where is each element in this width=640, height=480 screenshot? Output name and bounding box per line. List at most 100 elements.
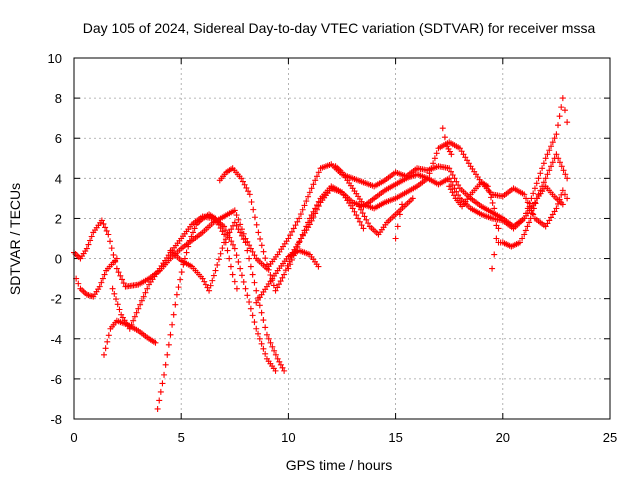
data-point	[188, 233, 195, 240]
data-point	[296, 239, 303, 246]
data-points	[71, 95, 571, 412]
data-point	[530, 211, 537, 218]
data-point	[115, 269, 122, 276]
data-point	[357, 206, 364, 213]
data-point	[491, 205, 498, 212]
data-point	[516, 239, 523, 246]
y-tick-label: 4	[55, 171, 62, 186]
data-point	[441, 134, 448, 141]
data-point	[564, 195, 571, 202]
data-point	[535, 175, 542, 182]
data-point	[540, 160, 547, 167]
data-point	[251, 252, 258, 259]
data-point	[464, 157, 471, 164]
data-point	[87, 237, 94, 244]
data-point	[249, 248, 256, 255]
data-point	[199, 275, 206, 282]
data-point	[98, 217, 105, 224]
data-point	[172, 301, 179, 308]
data-point	[231, 219, 238, 226]
data-point	[553, 131, 560, 138]
data-point	[271, 347, 278, 354]
data-point	[100, 220, 107, 227]
data-point	[173, 291, 180, 298]
data-point	[233, 212, 240, 219]
data-point	[222, 236, 229, 243]
data-point	[447, 178, 454, 185]
data-point	[102, 224, 109, 231]
data-point	[426, 170, 433, 177]
data-point	[277, 361, 284, 368]
data-point	[85, 241, 92, 248]
data-point	[113, 255, 120, 262]
data-point	[447, 186, 454, 193]
data-point	[178, 269, 185, 276]
y-tick-label: -6	[50, 372, 62, 387]
data-point	[287, 261, 294, 268]
data-point	[262, 324, 269, 331]
data-point	[294, 218, 301, 225]
data-point	[108, 245, 115, 252]
series-arc-12	[446, 179, 566, 250]
data-point	[303, 198, 310, 205]
data-point	[546, 167, 553, 174]
data-point	[183, 249, 190, 256]
y-tick-label: 0	[55, 252, 62, 267]
data-point	[133, 309, 140, 316]
data-point	[519, 235, 526, 242]
data-point	[542, 175, 549, 182]
data-point	[204, 284, 211, 291]
data-point	[245, 188, 252, 195]
data-point	[349, 205, 356, 212]
data-point	[242, 239, 249, 246]
data-point	[455, 182, 462, 189]
data-point	[186, 237, 193, 244]
data-point	[546, 147, 553, 154]
data-point	[246, 299, 253, 306]
data-point	[229, 271, 236, 278]
data-point	[306, 215, 313, 222]
data-point	[239, 178, 246, 185]
data-point	[246, 242, 253, 249]
data-point	[140, 293, 147, 300]
data-point	[564, 119, 571, 126]
data-point	[305, 219, 312, 226]
y-tick-label: 8	[55, 91, 62, 106]
data-point	[299, 231, 306, 238]
data-point	[238, 175, 245, 182]
data-point	[253, 221, 260, 228]
data-point	[548, 143, 555, 150]
data-point	[458, 148, 465, 155]
data-point	[258, 242, 265, 249]
data-point	[221, 231, 228, 238]
data-point	[524, 199, 531, 206]
data-point	[353, 212, 360, 219]
data-point	[231, 278, 238, 285]
data-point	[521, 231, 528, 238]
data-point	[189, 229, 196, 236]
data-point	[446, 165, 453, 172]
data-point	[135, 305, 142, 312]
data-point	[296, 215, 303, 222]
data-point	[260, 248, 267, 255]
data-point	[491, 251, 498, 258]
data-point	[128, 321, 135, 328]
data-point	[281, 271, 288, 278]
data-point	[219, 245, 226, 252]
series-arc-5	[154, 211, 240, 412]
data-point	[484, 183, 491, 190]
data-point	[409, 195, 416, 202]
data-point	[248, 198, 255, 205]
data-point	[167, 331, 174, 338]
data-point	[279, 274, 286, 281]
data-point	[164, 351, 171, 358]
data-point	[109, 285, 116, 292]
data-point	[105, 332, 112, 339]
data-point	[540, 179, 547, 186]
data-point	[231, 245, 238, 252]
data-point	[495, 225, 502, 232]
data-point	[526, 203, 533, 210]
data-point	[165, 341, 172, 348]
data-point	[532, 200, 539, 207]
data-point	[256, 302, 263, 309]
